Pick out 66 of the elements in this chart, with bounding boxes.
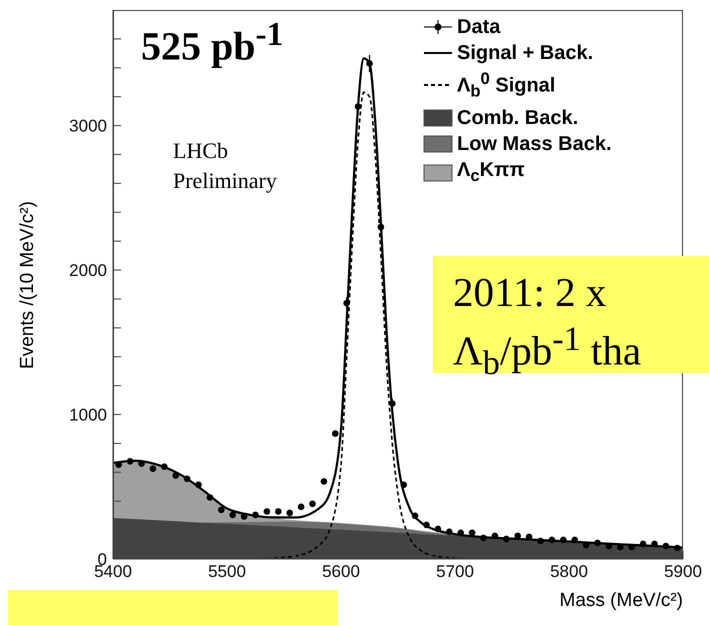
point	[115, 461, 122, 468]
x-axis-title: Mass (MeV/c²)	[560, 590, 683, 612]
point	[184, 476, 190, 482]
annotation: 525 pb$^{-1}$	[141, 16, 284, 70]
point	[640, 540, 646, 548]
annotation: Preliminary	[173, 168, 277, 194]
point	[161, 463, 168, 470]
point	[457, 530, 464, 536]
point	[446, 528, 453, 536]
point	[492, 532, 498, 540]
point	[195, 481, 202, 488]
point	[252, 512, 259, 518]
point	[286, 510, 293, 516]
legend-label: Low Mass Back.	[457, 132, 612, 157]
point	[366, 60, 373, 67]
annotation: Λ$_{b}$/pb$^{-1}$ tha	[453, 320, 642, 384]
point	[662, 542, 670, 550]
x-tick-label: 5500	[208, 562, 246, 582]
point	[218, 506, 225, 514]
annotation: 2011: 2 x	[453, 268, 608, 316]
point	[309, 500, 316, 508]
y-tick-label: 1000	[69, 406, 107, 425]
point	[343, 300, 350, 306]
point	[126, 458, 134, 465]
point	[264, 508, 270, 515]
legend-label: Λ$_{b}$$^{0}$ Signal	[457, 68, 556, 103]
point	[378, 224, 384, 230]
point	[229, 512, 236, 518]
point	[320, 478, 328, 485]
point	[537, 538, 544, 544]
legend-label: Data	[457, 15, 500, 40]
point	[172, 472, 179, 479]
point	[275, 508, 282, 515]
x-tick-label: 5600	[322, 562, 360, 582]
legend-label: Signal + Back.	[457, 41, 594, 66]
point	[674, 544, 681, 552]
point	[150, 465, 156, 472]
point	[594, 540, 601, 546]
y-tick-label: 2000	[69, 261, 107, 280]
point	[354, 103, 362, 110]
x-tick-label: 5800	[550, 562, 588, 582]
x-tick-label: 5900	[664, 562, 702, 582]
point	[480, 534, 487, 542]
point	[571, 536, 578, 544]
annotation: LHCb	[173, 138, 228, 164]
x-tick-label: 5700	[436, 562, 474, 582]
point	[468, 530, 476, 536]
y-axis-title: Events /(10 MeV/c²)	[17, 200, 39, 368]
legend-label: Λ$_{c}$Kππ	[457, 158, 525, 187]
legend-label: Comb. Back.	[457, 106, 578, 131]
point	[503, 536, 510, 542]
point	[434, 526, 442, 532]
point	[423, 522, 430, 528]
point	[240, 513, 248, 520]
point	[206, 494, 214, 501]
point	[389, 400, 396, 407]
point	[412, 512, 418, 520]
point	[400, 481, 407, 488]
point	[332, 430, 339, 437]
y-tick-label: 3000	[69, 116, 107, 136]
point	[651, 540, 658, 548]
point	[298, 504, 304, 510]
point	[628, 544, 635, 550]
point	[548, 536, 556, 544]
point	[606, 542, 612, 550]
point	[560, 536, 567, 544]
